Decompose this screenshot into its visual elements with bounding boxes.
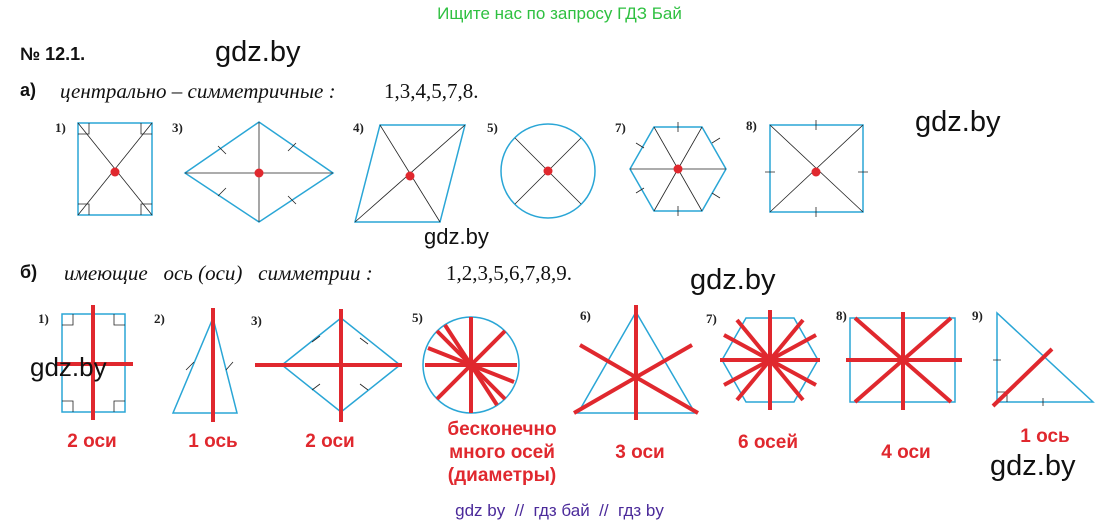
axis-count-label: 6 осей xyxy=(737,432,798,453)
part-a-text: центрально – симметричные : xyxy=(60,79,336,103)
fig-label: 1) xyxy=(55,120,66,135)
fig-a8-square xyxy=(769,124,864,213)
footer: gdz by // гдз бай // гдз by xyxy=(455,501,664,520)
fig-label: 8) xyxy=(746,118,757,133)
fig-label: 7) xyxy=(615,120,626,135)
part-a-answer: 1,3,4,5,7,8. xyxy=(384,79,479,103)
axis-count-label: 1 ось xyxy=(188,431,238,452)
fig-a5-circle xyxy=(500,123,596,219)
watermark: gdz.by xyxy=(690,264,776,296)
fig-label: 7) xyxy=(706,311,717,326)
watermark: gdz.by xyxy=(915,106,1001,138)
axis-count-label: бесконечно много осей (диаметры) xyxy=(447,419,557,486)
search-banner: Ищите нас по запросу ГДЗ Бай xyxy=(437,4,682,23)
fig-label: 2) xyxy=(154,311,165,326)
axis-count-label: 4 оси xyxy=(881,442,931,463)
part-a-marker: а) xyxy=(20,80,37,100)
fig-label: 6) xyxy=(580,308,591,323)
axis-count-label: 2 оси xyxy=(67,431,117,452)
fig-label: 5) xyxy=(487,120,498,135)
fig-label: 4) xyxy=(353,120,364,135)
part-b-marker: б) xyxy=(20,262,38,282)
fig-label: 5) xyxy=(412,310,423,325)
symmetry-axes xyxy=(55,305,1054,422)
fig-label: 3) xyxy=(251,313,262,328)
axis-count-label: 2 оси xyxy=(305,431,355,452)
watermark: gdz.by xyxy=(990,450,1076,482)
fig-label: 9) xyxy=(972,308,983,323)
fig-label: 3) xyxy=(172,120,183,135)
part-b-text: имеющие ось (оси) симметрии : xyxy=(64,261,373,285)
axis-count-label: 1 ось xyxy=(1020,426,1070,447)
axis-count-label: 3 оси xyxy=(615,442,665,463)
fig-a1-rectangle xyxy=(77,122,153,216)
problem-number: № 12.1. xyxy=(20,44,86,64)
fig-b2-triangle xyxy=(171,315,238,414)
part-b-answer: 1,2,3,5,6,7,8,9. xyxy=(446,261,572,285)
watermark: gdz.by xyxy=(215,36,301,68)
fig-label: 8) xyxy=(836,308,847,323)
fig-label: 1) xyxy=(38,311,49,326)
watermark: gdz.by xyxy=(424,224,489,249)
watermark: gdz.by xyxy=(30,352,107,382)
